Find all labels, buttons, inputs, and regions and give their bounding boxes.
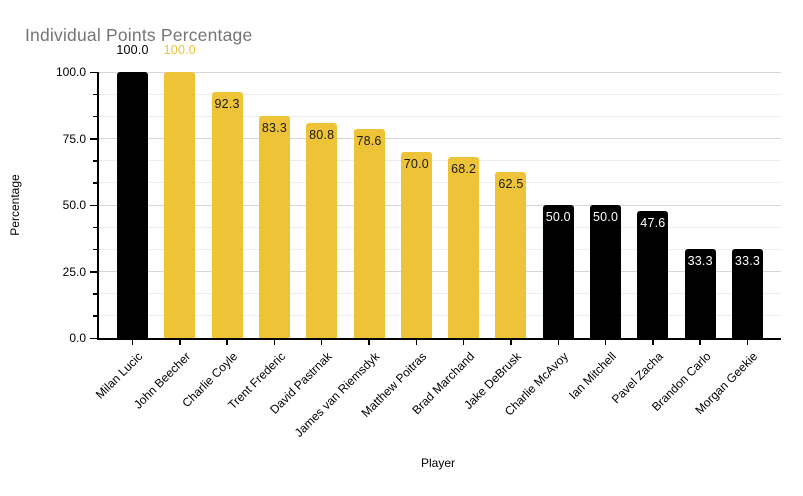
bar-value-label: 33.3	[734, 254, 761, 269]
x-axis-tick	[746, 338, 749, 345]
x-axis-tick	[415, 338, 418, 345]
y-axis-tick	[93, 182, 99, 184]
y-axis-tick	[90, 337, 99, 339]
bar	[590, 205, 622, 338]
minor-gridline	[99, 226, 781, 228]
x-axis-tick	[652, 338, 654, 345]
x-axis-title: Player	[420, 456, 455, 470]
bar-value-label: 70.0	[403, 156, 429, 171]
bar-value-label: 83.3	[261, 121, 287, 136]
bar-value-label: 62.5	[498, 176, 524, 191]
bar	[448, 156, 480, 338]
x-axis-tick	[131, 338, 134, 345]
x-axis-tick	[226, 338, 228, 345]
x-axis-tick	[273, 338, 276, 345]
major-gridline	[99, 204, 781, 206]
minor-gridline	[99, 293, 781, 295]
plot-area: 0.0 25.0 50.0 75.0 100.0 100.0 Milan Lucic 100.…	[56, 44, 781, 440]
y-tick-label: 25.0	[62, 264, 86, 279]
bar	[353, 128, 385, 338]
y-axis-tick	[93, 293, 99, 295]
minor-gridline	[99, 93, 781, 95]
bar	[495, 171, 527, 338]
x-tick-label: James van Riemsdyk	[291, 349, 383, 440]
x-axis-tick	[320, 338, 323, 345]
bar-value-label: 78.6	[356, 133, 382, 148]
y-tick-label: 100.0	[55, 65, 86, 79]
minor-gridline	[99, 160, 781, 162]
y-axis-tick	[93, 115, 99, 118]
y-axis-tick	[93, 93, 99, 96]
bar-value-label: 80.8	[309, 128, 335, 143]
x-axis-tick	[462, 338, 465, 345]
y-axis-title: Percentage	[8, 174, 22, 236]
bar-value-label: 50.0	[592, 210, 619, 224]
x-axis-tick	[368, 338, 370, 345]
x-axis-tick	[557, 338, 560, 345]
bar-value-label: 100.0	[116, 43, 149, 57]
y-axis-tick	[90, 271, 99, 273]
bar-value-label: 92.3	[214, 97, 240, 112]
bar-value-label: 68.2	[451, 161, 477, 176]
bar	[637, 211, 669, 338]
bar-value-label: 47.6	[640, 216, 666, 231]
y-tick-label: 75.0	[62, 131, 86, 146]
bar	[306, 123, 338, 338]
major-gridline	[99, 71, 781, 73]
x-axis-tick	[699, 338, 701, 345]
bar	[732, 249, 763, 338]
bar-value-label: 50.0	[545, 210, 571, 224]
bar	[684, 249, 716, 338]
bar	[164, 72, 196, 338]
y-axis-tick	[90, 138, 99, 140]
minor-gridline	[99, 182, 781, 184]
bar-value-label: 100.0	[163, 43, 196, 57]
y-tick-label: 0.0	[69, 331, 86, 345]
major-gridline	[99, 138, 781, 139]
chart-title: Individual Points Percentage	[25, 25, 253, 45]
y-axis-tick	[90, 204, 99, 206]
x-axis-tick	[510, 338, 512, 345]
bar	[258, 116, 290, 338]
y-axis-tick	[93, 248, 99, 251]
y-axis-tick	[93, 315, 99, 317]
minor-gridline	[99, 248, 781, 250]
bar	[542, 205, 574, 338]
minor-gridline	[99, 315, 781, 317]
bar	[400, 151, 432, 338]
x-axis-tick	[604, 338, 607, 345]
bar	[211, 92, 243, 338]
x-axis-tick	[179, 338, 181, 345]
minor-gridline	[99, 115, 781, 117]
y-axis-tick	[93, 160, 99, 162]
bar-value-label: 33.3	[687, 254, 713, 269]
y-axis-tick	[93, 226, 99, 229]
bar	[117, 72, 148, 338]
y-tick-label: 50.0	[62, 198, 86, 212]
y-axis-tick	[90, 71, 99, 73]
major-gridline	[99, 271, 781, 272]
